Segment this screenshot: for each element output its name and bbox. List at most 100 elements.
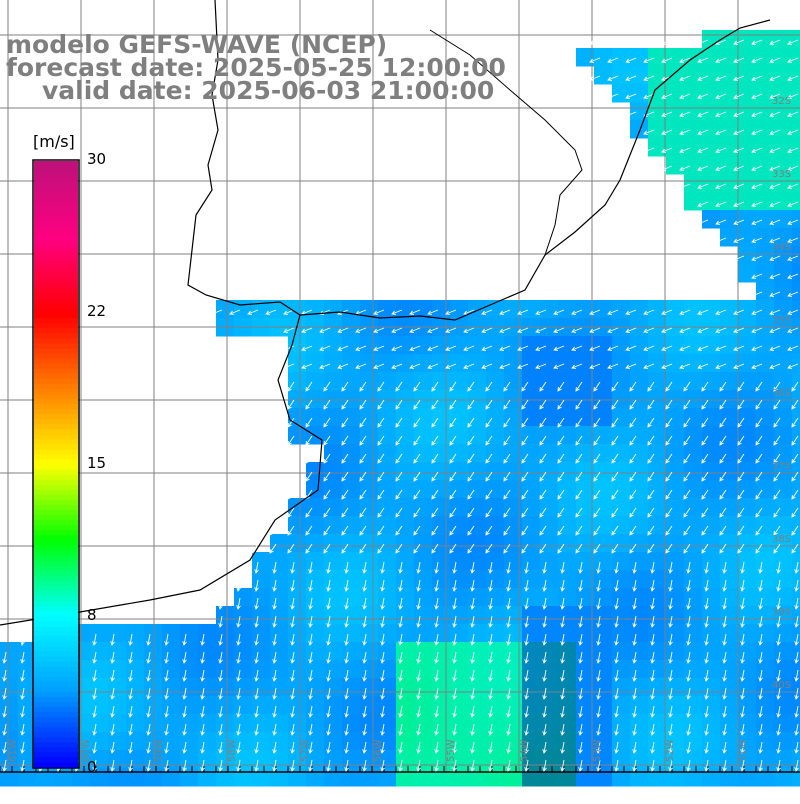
ocean-cell [378,678,397,697]
ocean-cell [288,372,307,391]
wind-arrow [287,435,295,446]
wind-arrow [794,741,799,754]
wind-arrow [668,633,673,646]
ocean-cell [540,336,559,355]
ocean-cell [720,390,739,409]
wind-arrow [686,579,691,592]
wind-arrow [449,453,457,464]
colorbar-step [34,746,78,753]
wind-arrow [787,111,799,117]
wind-arrow [769,309,781,315]
ocean-cell [450,534,469,553]
ocean-cell [774,426,793,445]
ocean-cell [324,660,343,679]
wind-arrow [596,669,601,682]
wind-arrow [341,453,349,464]
colorbar-step [34,655,78,662]
wind-arrow [773,525,781,536]
ocean-cell [648,534,667,553]
wind-arrow [701,471,709,482]
ocean-cell [468,732,487,751]
latitude-label: 40S [772,680,791,691]
wind-arrow [787,57,799,63]
colorbar-step [34,580,78,586]
ocean-field [0,30,800,787]
ocean-cell [684,156,703,175]
wind-arrow [593,543,601,554]
ocean-cell [774,336,793,355]
wind-arrow [398,741,403,754]
colorbar-step [34,246,78,253]
wind-arrow [697,345,709,351]
wind-arrow [542,561,547,574]
ocean-cell [270,588,289,607]
wind-arrow [769,129,781,135]
wind-arrow [769,165,781,171]
ocean-cell [738,552,757,571]
ocean-cell [414,642,433,661]
ocean-cell [306,534,325,553]
ocean-cell [666,624,685,643]
wind-arrow [416,615,421,628]
ocean-cell [504,768,523,787]
wind-arrow [542,579,547,592]
ocean-cell [792,390,800,409]
wind-arrow [272,723,277,736]
wind-arrow [679,147,691,153]
ocean-cell [666,426,685,445]
ocean-cell [594,642,613,661]
ocean-cell [414,372,433,391]
ocean-cell [18,750,37,769]
ocean-cell [360,768,379,787]
colorbar-step [34,413,78,420]
wind-arrow [560,705,565,718]
wind-arrow [679,165,691,171]
ocean-cell [630,462,649,481]
ocean-cell [540,300,559,319]
ocean-cell [288,768,307,787]
wind-arrow [596,687,601,700]
wind-arrow [661,129,673,135]
ocean-cell [288,390,307,409]
colorbar-step [34,221,78,228]
longitude-label: 58W [227,739,238,762]
wind-arrow [571,327,583,333]
wind-arrow [632,687,637,700]
wind-arrow [614,759,619,772]
wind-arrow [769,93,781,99]
wind-arrow [272,705,277,718]
ocean-cell [576,498,595,517]
ocean-cell [540,372,559,391]
ocean-cell [414,516,433,535]
ocean-cell [756,282,775,301]
ocean-cell [756,30,775,49]
ocean-cell [594,552,613,571]
ocean-cell [252,732,271,751]
ocean-cell [198,678,217,697]
ocean-cell [486,426,505,445]
wind-arrow [517,327,529,333]
colorbar-step [34,645,78,652]
wind-arrow [463,345,475,351]
wind-arrow [305,525,313,536]
wind-arrow [679,327,691,333]
wind-arrow [686,687,691,700]
wind-arrow [503,471,511,482]
ocean-cell [792,498,800,517]
wind-arrow [380,633,385,646]
wind-arrow [769,147,781,153]
ocean-cell [468,660,487,679]
wind-arrow [182,759,187,772]
wind-arrow [614,651,619,664]
colorbar-step [34,251,78,258]
wind-arrow [643,93,655,99]
ocean-cell [180,624,199,643]
ocean-cell [396,588,415,607]
ocean-cell [450,498,469,517]
longitude-labels: 61W 60W 59W 58W 57W 56W 55W 54W 53W 52W 51W [8,739,749,762]
wind-arrow [751,39,763,45]
ocean-cell [648,570,667,589]
ocean-cell [342,696,361,715]
ocean-cell [720,660,739,679]
ocean-cell [630,642,649,661]
